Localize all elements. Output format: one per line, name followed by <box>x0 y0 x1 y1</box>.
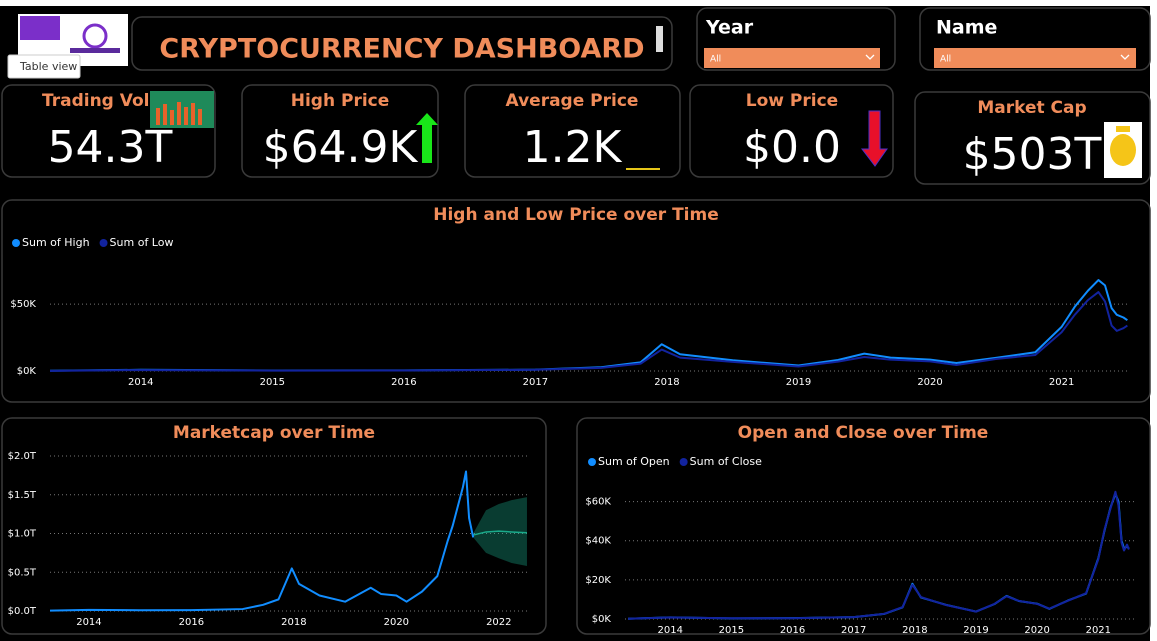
slicer-label: Name <box>936 17 997 39</box>
x-tick-label: 2018 <box>281 617 306 628</box>
x-tick-label: 2022 <box>486 617 511 628</box>
logo-coin <box>82 23 108 49</box>
kpi-card <box>241 84 439 178</box>
y-tick-label: $2.0T <box>8 451 37 462</box>
x-tick-label: 2017 <box>523 377 548 388</box>
kpi-value: $0.0 <box>743 122 841 173</box>
x-tick-label: 2016 <box>179 617 204 628</box>
kpi-card <box>464 84 681 178</box>
slicer-dropdown[interactable] <box>934 48 1136 68</box>
kpi-card <box>689 84 894 178</box>
kpi-title: High Price <box>291 91 390 111</box>
x-tick-label: 2021 <box>1086 625 1111 636</box>
x-tick-label: 2019 <box>963 625 988 636</box>
x-tick-label: 2018 <box>654 377 679 388</box>
chart-title: Marketcap over Time <box>173 423 375 443</box>
logo-text <box>70 48 120 53</box>
y-tick-label: $0.5T <box>8 567 37 578</box>
dashboard-title: CRYPTOCURRENCY DASHBOARD <box>159 34 644 65</box>
kpi-title: Low Price <box>746 91 838 111</box>
chart-title: High and Low Price over Time <box>433 205 719 225</box>
kpi-value: 1.2K <box>523 122 623 173</box>
y-tick-label: $50K <box>10 299 36 310</box>
slicer-dropdown[interactable] <box>704 48 880 68</box>
y-tick-label: $0K <box>17 366 37 377</box>
flat-line <box>626 168 660 170</box>
volume-icon <box>150 91 214 128</box>
up-arrow <box>416 113 438 163</box>
chart-card <box>1 417 547 635</box>
x-tick-label: 2020 <box>917 377 942 388</box>
x-tick-label: 2016 <box>391 377 416 388</box>
y-tick-label: $20K <box>585 575 611 586</box>
x-tick-label: 2020 <box>1024 625 1049 636</box>
y-tick-label: $1.0T <box>8 529 37 540</box>
money-bag <box>1110 134 1136 166</box>
kpi-title: Average Price <box>506 91 639 111</box>
legend-swatch <box>588 458 596 466</box>
down-arrow <box>860 110 888 167</box>
x-tick-label: 2016 <box>780 625 805 636</box>
slicer-value: All <box>710 55 721 65</box>
legend-label: Sum of Low <box>110 236 174 249</box>
series-line <box>628 490 1130 620</box>
x-tick-label: 2015 <box>260 377 285 388</box>
x-tick-label: 2014 <box>658 625 683 636</box>
x-tick-label: 2020 <box>384 617 409 628</box>
forecast-line <box>473 530 528 536</box>
title-card <box>131 16 673 71</box>
x-tick-label: 2018 <box>902 625 927 636</box>
legend-label: Sum of Open <box>598 455 670 468</box>
x-tick-label: 2014 <box>76 617 101 628</box>
tooltip: Table view <box>19 60 77 73</box>
series-line <box>49 291 1128 372</box>
legend-swatch <box>12 239 20 247</box>
y-tick-label: $1.5T <box>8 490 37 501</box>
chart-card <box>1 199 1151 403</box>
x-tick-label: 2014 <box>128 377 153 388</box>
chart-title: Open and Close over Time <box>738 423 989 443</box>
scroll-handle <box>656 26 663 52</box>
legend-swatch <box>99 239 108 247</box>
x-tick-label: 2019 <box>786 377 811 388</box>
chart-card <box>576 417 1151 635</box>
y-tick-label: $60K <box>585 497 611 508</box>
y-tick-label: $0.0T <box>8 606 37 617</box>
volume-icon-bars <box>156 102 202 125</box>
dropdown-arrow <box>1120 54 1130 60</box>
money-bag-top <box>1116 126 1130 132</box>
slicer-label: Year <box>705 17 754 39</box>
y-tick-label: $0K <box>592 614 612 625</box>
legend-swatch <box>679 458 688 466</box>
logo-mark <box>20 16 60 40</box>
slicer-value: All <box>940 55 951 65</box>
kpi-card <box>914 91 1151 185</box>
x-tick-label: 2015 <box>719 625 744 636</box>
legend-label: Sum of Close <box>690 455 762 468</box>
y-tick-label: $40K <box>585 536 611 547</box>
dropdown-arrow <box>865 54 875 60</box>
tooltip-box <box>7 54 81 79</box>
kpi-value: $503T <box>963 129 1102 180</box>
kpi-title: Market Cap <box>977 98 1086 118</box>
kpi-value: 54.3T <box>48 122 173 173</box>
x-tick-label: 2017 <box>841 625 866 636</box>
x-tick-label: 2021 <box>1049 377 1074 388</box>
kpi-value: $64.9K <box>263 122 419 173</box>
legend-label: Sum of High <box>22 236 90 249</box>
series-line <box>49 470 475 612</box>
